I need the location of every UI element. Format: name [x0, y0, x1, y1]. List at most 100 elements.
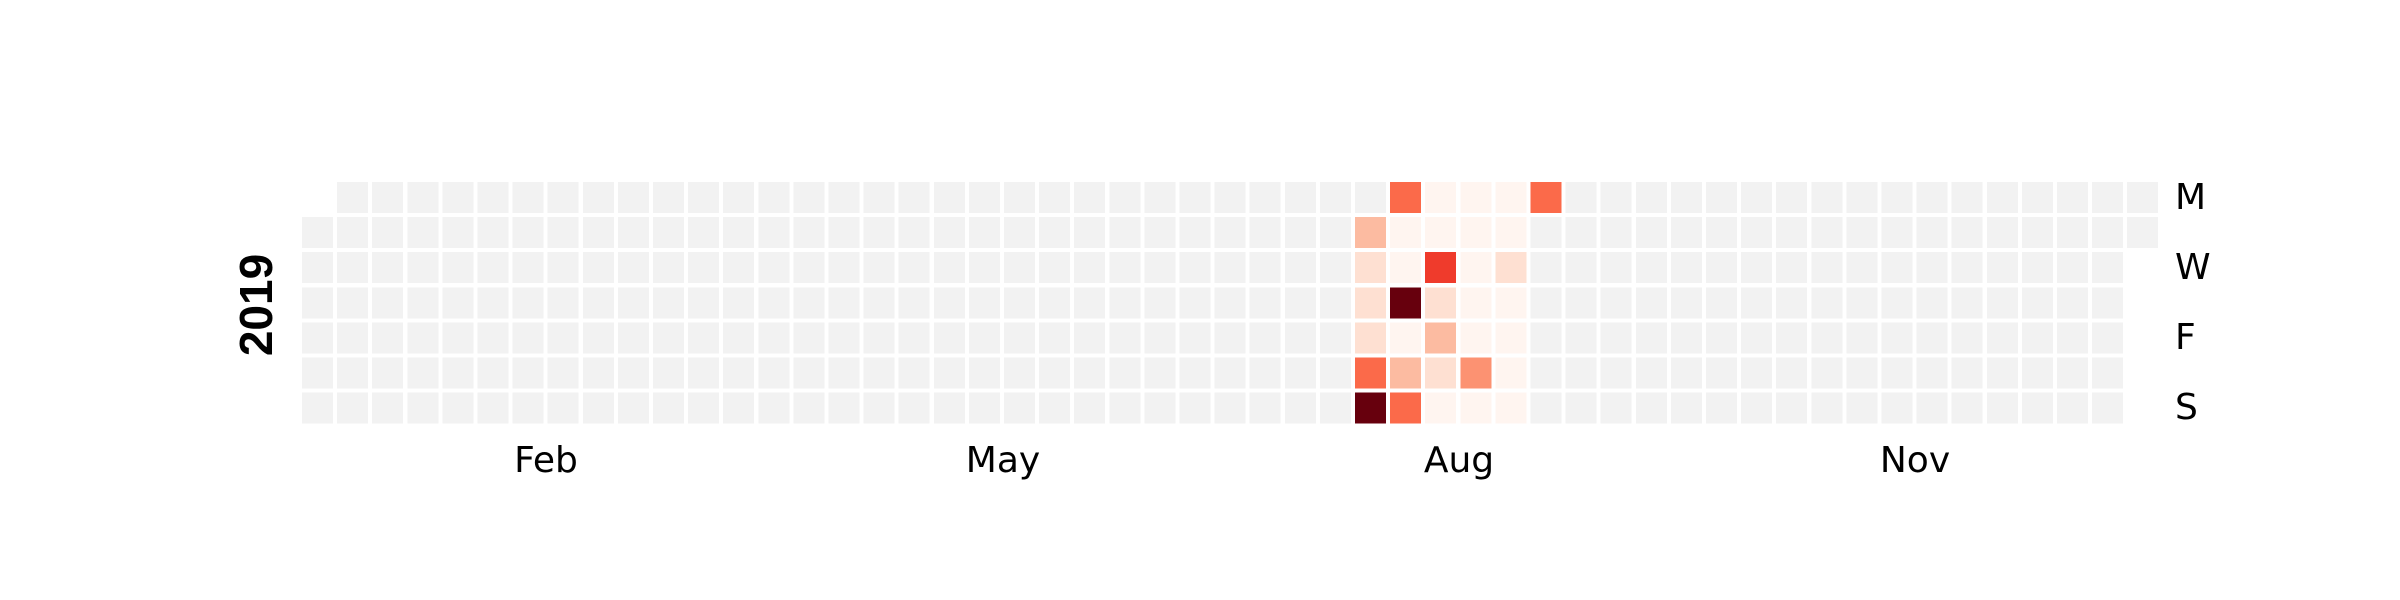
- day-cell-2019-03-20: [688, 252, 720, 284]
- day-cell-2019-03-23: [688, 357, 720, 389]
- day-cell-2019-02-26: [582, 217, 614, 249]
- weekday-label-f: F: [2175, 317, 2196, 358]
- day-cell-2019-07-03: [1214, 252, 1246, 284]
- day-cell-2019-01-18: [372, 322, 404, 354]
- day-cell-2019-08-23: [1460, 322, 1492, 354]
- day-cell-2019-05-08: [933, 252, 965, 284]
- day-cell-2019-03-12: [653, 217, 684, 249]
- day-cell-2019-06-05: [1074, 252, 1106, 284]
- day-cell-2019-09-11: [1565, 252, 1597, 284]
- day-cell-2019-07-09: [1249, 217, 1281, 249]
- day-cell-2019-09-28: [1635, 357, 1667, 389]
- day-cell-2019-06-26: [1179, 252, 1211, 284]
- day-cell-2019-02-10: [477, 392, 509, 424]
- month-label-nov: Nov: [1880, 440, 1950, 481]
- day-cell-2019-08-19: [1460, 182, 1492, 213]
- day-cell-2019-03-02: [582, 357, 614, 389]
- day-cell-2019-07-13: [1249, 357, 1281, 389]
- day-cell-2019-05-22: [1004, 252, 1035, 284]
- day-cell-2019-04-23: [863, 217, 895, 249]
- day-cell-2019-08-12: [1425, 182, 1457, 213]
- day-cell-2019-12-13: [2021, 322, 2053, 354]
- day-cell-2019-04-19: [828, 322, 860, 354]
- day-cell-2019-12-17: [2057, 217, 2088, 249]
- day-cell-2019-07-11: [1249, 287, 1281, 319]
- day-cell-2019-03-19: [688, 217, 720, 249]
- day-cell-2019-07-15: [1284, 182, 1316, 213]
- day-cell-2019-11-14: [1881, 287, 1913, 319]
- day-cell-2019-09-30: [1670, 182, 1702, 213]
- day-cell-2019-02-25: [582, 182, 614, 213]
- day-cell-2019-12-25: [2092, 252, 2124, 284]
- day-cell-2019-03-30: [723, 357, 755, 389]
- day-cell-2019-01-09: [337, 252, 369, 284]
- day-cell-2019-06-01: [1039, 357, 1071, 389]
- day-cell-2019-09-14: [1565, 357, 1597, 389]
- day-cell-2019-09-12: [1565, 287, 1597, 319]
- day-cell-2019-01-04: [302, 322, 333, 354]
- day-cell-2019-02-05: [477, 217, 509, 249]
- day-cell-2019-09-06: [1530, 322, 1562, 354]
- day-cell-2019-01-03: [302, 287, 333, 319]
- day-cell-2019-12-28: [2092, 357, 2124, 389]
- day-cell-2019-10-01: [1670, 217, 1702, 249]
- day-cell-2019-07-29: [1355, 182, 1386, 213]
- day-cell-2019-07-06: [1214, 357, 1246, 389]
- day-cell-2019-07-26: [1319, 322, 1351, 354]
- day-cell-2019-01-16: [372, 252, 404, 284]
- day-cell-2019-11-27: [1951, 252, 1983, 284]
- day-cell-2019-10-23: [1776, 252, 1808, 284]
- day-cell-2019-11-12: [1881, 217, 1913, 249]
- day-cell-2019-04-03: [758, 252, 790, 284]
- day-cell-2019-06-08: [1074, 357, 1106, 389]
- day-cell-2019-10-16: [1741, 252, 1773, 284]
- day-cell-2019-05-11: [933, 357, 965, 389]
- month-label-feb: Feb: [514, 440, 578, 481]
- day-cell-2019-11-19: [1916, 217, 1948, 249]
- day-cell-2019-04-02: [758, 217, 790, 249]
- day-cell-2019-03-26: [723, 217, 755, 249]
- day-cell-2019-10-24: [1776, 287, 1808, 319]
- day-cell-2019-12-26: [2092, 287, 2124, 319]
- day-cell-2019-06-16: [1109, 392, 1141, 424]
- day-cell-2019-05-18: [968, 357, 1000, 389]
- day-cell-2019-12-20: [2057, 322, 2088, 354]
- day-cell-2019-10-07: [1706, 182, 1737, 213]
- day-cell-2019-03-24: [688, 392, 720, 424]
- day-cell-2019-11-03: [1811, 392, 1843, 424]
- day-cell-2019-12-04: [1986, 252, 2018, 284]
- day-cell-2019-08-05: [1390, 182, 1422, 213]
- day-cell-2019-09-02: [1530, 182, 1562, 213]
- day-cell-2019-10-13: [1706, 392, 1737, 424]
- day-cell-2019-02-07: [477, 287, 509, 319]
- day-cell-2019-02-27: [582, 252, 614, 284]
- day-cell-2019-11-21: [1916, 287, 1948, 319]
- day-cell-2019-07-30: [1355, 217, 1386, 249]
- day-cell-2019-05-02: [898, 287, 930, 319]
- day-cell-2019-11-10: [1846, 392, 1878, 424]
- day-cell-2019-09-22: [1600, 392, 1632, 424]
- day-cell-2019-12-15: [2021, 392, 2053, 424]
- day-cell-2019-09-05: [1530, 287, 1562, 319]
- day-cell-2019-02-28: [582, 287, 614, 319]
- day-cell-2019-10-12: [1706, 357, 1737, 389]
- day-cell-2019-07-24: [1319, 252, 1351, 284]
- day-cell-2019-07-05: [1214, 322, 1246, 354]
- day-cell-2019-04-08: [793, 182, 825, 213]
- heatmap-cells: [302, 182, 2159, 424]
- day-cell-2019-12-19: [2057, 287, 2088, 319]
- day-cell-2019-11-24: [1916, 392, 1948, 424]
- day-cell-2019-10-06: [1670, 392, 1702, 424]
- day-cell-2019-05-23: [1004, 287, 1035, 319]
- day-cell-2019-08-01: [1355, 287, 1386, 319]
- day-cell-2019-04-18: [828, 287, 860, 319]
- day-cell-2019-06-21: [1144, 322, 1176, 354]
- day-cell-2019-09-25: [1635, 252, 1667, 284]
- day-cell-2019-05-14: [968, 217, 1000, 249]
- day-cell-2019-08-08: [1390, 287, 1422, 319]
- day-cell-2019-04-13: [793, 357, 825, 389]
- day-cell-2019-12-09: [2021, 182, 2053, 213]
- day-cell-2019-03-18: [688, 182, 720, 213]
- day-cell-2019-03-03: [582, 392, 614, 424]
